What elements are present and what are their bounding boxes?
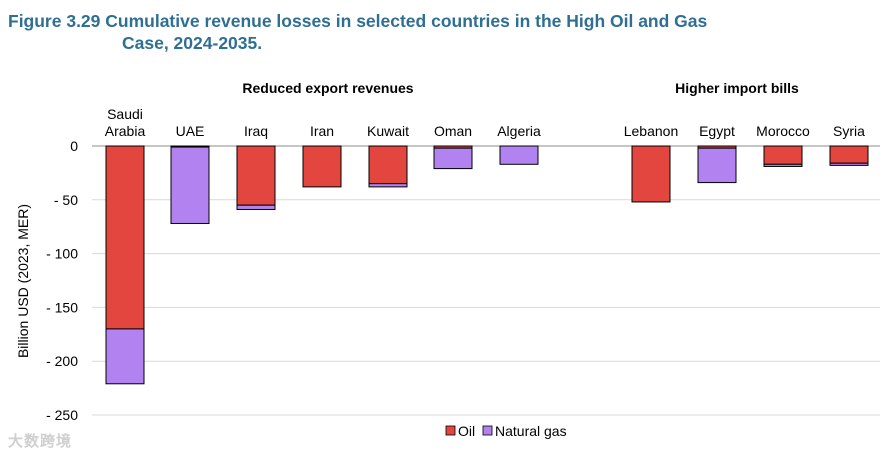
bar-natural-gas [829, 162, 869, 166]
group-label: Reduced export revenues [242, 80, 413, 96]
bar-oil [368, 145, 408, 185]
y-tick-label: - 100 [46, 246, 78, 262]
category-label: Algeria [497, 123, 541, 139]
bar-oil [763, 145, 803, 165]
figure-title: Figure 3.29 Cumulative revenue losses in… [8, 10, 878, 54]
bar-natural-gas [368, 183, 408, 188]
bar-oil [829, 145, 869, 164]
figure-title-line-2: Case, 2024-2035. [122, 33, 263, 53]
legend-swatch-natural-gas [482, 425, 493, 436]
category-label: Iraq [244, 123, 268, 139]
bar-oil [302, 145, 342, 188]
category-label: Saudi [107, 106, 143, 122]
legend-swatch-oil [445, 425, 456, 436]
legend-label: Oil [458, 423, 475, 439]
category-label: UAE [176, 123, 205, 139]
bar-natural-gas [499, 145, 539, 165]
y-tick-label: - 150 [46, 299, 78, 315]
category-label: Morocco [756, 123, 810, 139]
category-label: Iran [310, 123, 334, 139]
y-tick-label: - 250 [46, 407, 78, 423]
y-tick-label: 0 [70, 138, 78, 154]
bar-natural-gas [170, 146, 210, 224]
watermark-logo: 大数跨境 [8, 433, 73, 450]
bar-natural-gas [433, 147, 473, 170]
bar-oil [631, 145, 671, 203]
bar-oil [236, 145, 276, 206]
bar-oil [105, 145, 145, 330]
bar-natural-gas [697, 147, 737, 184]
bar-natural-gas [105, 328, 145, 385]
category-label: Kuwait [367, 123, 409, 139]
category-label: Arabia [105, 123, 146, 139]
bar-natural-gas [763, 163, 803, 167]
category-label: Syria [833, 123, 865, 139]
legend-label: Natural gas [495, 423, 567, 439]
y-tick-label: - 50 [54, 192, 78, 208]
y-tick-label: - 200 [46, 353, 78, 369]
group-label: Higher import bills [675, 80, 799, 96]
category-label: Lebanon [624, 123, 679, 139]
bar-natural-gas [236, 204, 276, 210]
figure-title-line-1: Figure 3.29 Cumulative revenue losses in… [8, 11, 708, 31]
category-label: Egypt [699, 123, 735, 139]
y-axis-label: Billion USD (2023, MER) [15, 204, 31, 358]
category-label: Oman [434, 123, 472, 139]
